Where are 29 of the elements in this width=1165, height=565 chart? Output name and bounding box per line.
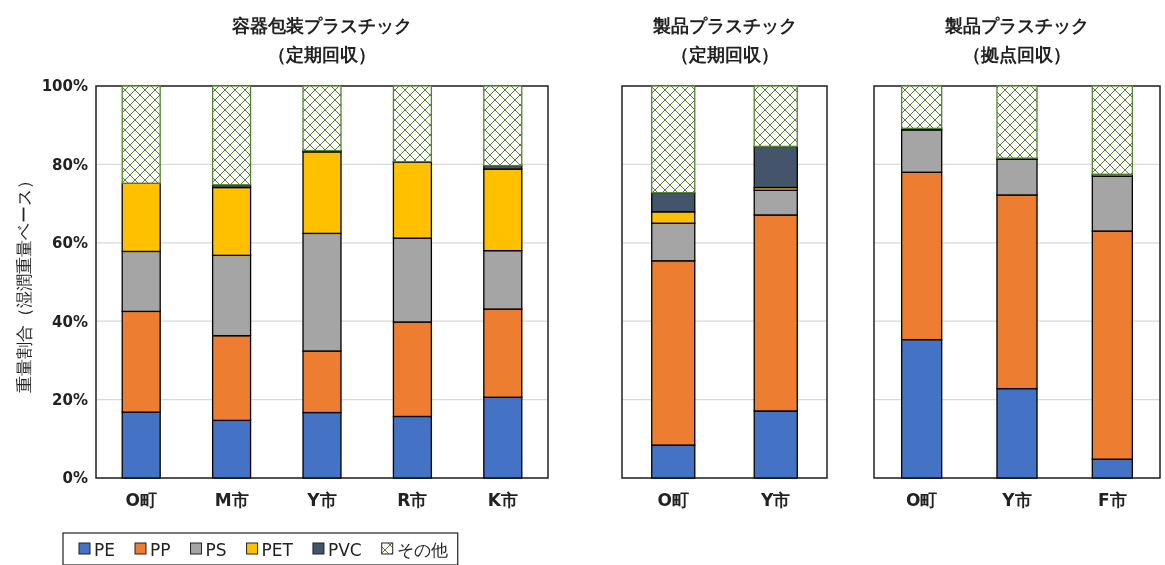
chart-title: 製品プラスチック (651, 15, 797, 36)
x-tick-label: O町 (905, 490, 938, 511)
x-tick-label: O町 (657, 490, 689, 511)
x-tick-label: Y市 (306, 490, 337, 511)
legend-label: PET (261, 540, 294, 560)
chart-title: 容器包装プラスチック (231, 15, 412, 36)
chart-subtitle: （拠点回収） (963, 44, 1071, 65)
x-tick-label: R市 (397, 490, 428, 511)
chart-subtitle: （定期回収） (670, 44, 779, 65)
legend-label: PVC (327, 540, 362, 560)
x-tick-label: K市 (487, 490, 518, 511)
y-axis-title: 重量割合（湿潤重量ベース） (14, 171, 34, 393)
x-tick-label: M市 (214, 490, 249, 511)
chart-subtitle: （定期回収） (268, 44, 376, 65)
x-tick-label: Y市 (760, 490, 791, 511)
y-tick-label: 80% (52, 155, 88, 174)
x-tick-label: Y市 (1001, 490, 1032, 511)
legend-label: PE (94, 540, 115, 560)
y-tick-label: 60% (52, 234, 88, 253)
legend-label: PS (205, 540, 227, 560)
x-tick-label: F市 (1098, 490, 1127, 511)
x-tick-label: O町 (125, 490, 157, 511)
chart-title: 製品プラスチック (944, 15, 1089, 36)
y-tick-label: 100% (41, 77, 88, 96)
y-tick-label: 20% (52, 390, 88, 409)
y-tick-label: 40% (52, 312, 88, 331)
y-tick-label: 0% (62, 469, 88, 488)
legend-label: PP (150, 540, 171, 560)
legend-label: その他 (396, 540, 448, 560)
